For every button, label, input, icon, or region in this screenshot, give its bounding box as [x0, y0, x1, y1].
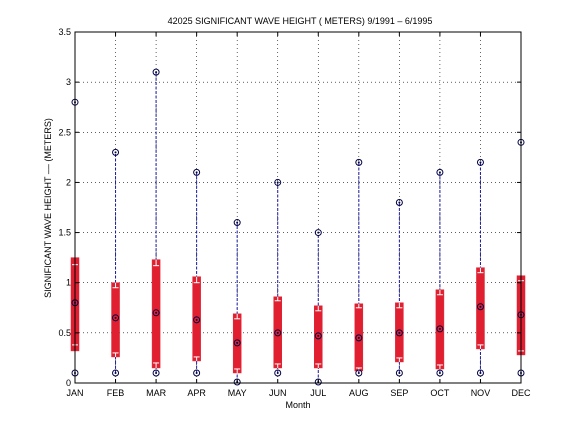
x-tick-label: JUN — [269, 388, 287, 398]
min-marker — [355, 369, 363, 377]
x-tick-label: OCT — [430, 388, 450, 398]
min-marker — [152, 369, 160, 377]
min-marker-dot — [438, 371, 441, 374]
median-marker — [233, 339, 241, 347]
median-marker-dot — [438, 327, 441, 330]
min-marker — [314, 378, 322, 386]
median-marker-dot — [317, 334, 320, 337]
markers — [71, 68, 525, 386]
max-marker — [395, 198, 403, 206]
median-marker — [476, 303, 484, 311]
median-marker-dot — [236, 341, 239, 344]
min-marker — [274, 369, 282, 377]
max-marker — [274, 178, 282, 186]
max-marker — [476, 158, 484, 166]
x-tick-label: AUG — [349, 388, 369, 398]
chart-title: 42025 SIGNIFICANT WAVE HEIGHT ( METERS) … — [168, 16, 433, 26]
max-marker — [355, 158, 363, 166]
x-tick-label: MAR — [146, 388, 167, 398]
max-marker-dot — [317, 231, 320, 234]
max-marker-dot — [479, 161, 482, 164]
min-marker-dot — [479, 371, 482, 374]
plot-area-frame — [74, 31, 522, 384]
y-tick-label: 1 — [66, 278, 71, 288]
max-marker-dot — [398, 201, 401, 204]
max-marker-dot — [438, 171, 441, 174]
max-marker — [436, 168, 444, 176]
median-marker — [112, 314, 120, 322]
median-marker-dot — [479, 305, 482, 308]
median-marker — [152, 309, 160, 317]
median-marker-dot — [114, 316, 117, 319]
median-marker — [274, 329, 282, 337]
y-tick-label: 3 — [66, 77, 71, 87]
y-tick-label: 2.5 — [58, 127, 71, 137]
min-marker-dot — [195, 371, 198, 374]
median-marker — [436, 325, 444, 333]
min-marker — [112, 369, 120, 377]
y-axis-ticks: 0 0.5 1 1.5 2 2.5 3 3.5 — [58, 27, 521, 388]
min-marker — [436, 369, 444, 377]
y-tick-label: 1.5 — [58, 228, 71, 238]
y-axis-label: SIGNIFICANT WAVE HEIGHT –– (METERS) — [43, 118, 53, 298]
min-marker — [193, 369, 201, 377]
y-tick-label: 2 — [66, 177, 71, 187]
y-tick-label: 0 — [66, 378, 71, 388]
grid-lines — [75, 32, 521, 383]
x-axis-ticks: JAN FEB MAR APR MAY JUN JUL AUG SEP OCT NOV DEC — [66, 32, 531, 398]
x-tick-label: NOV — [471, 388, 491, 398]
min-marker-dot — [276, 371, 279, 374]
median-marker — [355, 334, 363, 342]
median-marker — [314, 332, 322, 340]
min-marker-dot — [398, 371, 401, 374]
min-marker-dot — [155, 371, 158, 374]
median-marker — [395, 329, 403, 337]
max-marker — [193, 168, 201, 176]
max-marker-dot — [195, 171, 198, 174]
max-marker — [152, 68, 160, 76]
min-marker — [395, 369, 403, 377]
x-tick-label: FEB — [107, 388, 125, 398]
x-tick-label: MAY — [228, 388, 247, 398]
x-tick-label: JAN — [66, 388, 83, 398]
median-marker — [193, 316, 201, 324]
min-marker — [476, 369, 484, 377]
x-tick-label: APR — [187, 388, 206, 398]
median-marker-dot — [398, 331, 401, 334]
x-tick-label: SEP — [390, 388, 408, 398]
max-marker-dot — [236, 221, 239, 224]
y-tick-label: 3.5 — [58, 27, 71, 37]
median-marker-dot — [195, 318, 198, 321]
max-marker — [314, 229, 322, 237]
min-marker-dot — [114, 371, 117, 374]
max-marker-dot — [114, 151, 117, 154]
median-marker-dot — [155, 311, 158, 314]
max-marker — [112, 148, 120, 156]
max-marker — [233, 219, 241, 227]
boxes — [70, 257, 526, 374]
x-tick-label: JUL — [310, 388, 326, 398]
x-tick-label: DEC — [511, 388, 531, 398]
y-tick-label: 0.5 — [58, 328, 71, 338]
min-marker-dot — [357, 371, 360, 374]
max-marker-dot — [276, 181, 279, 184]
max-marker-dot — [357, 161, 360, 164]
min-marker — [233, 378, 241, 386]
x-axis-label: Month — [285, 400, 310, 410]
max-marker-dot — [155, 71, 158, 74]
median-marker-dot — [276, 331, 279, 334]
whiskers — [74, 72, 522, 382]
median-marker-dot — [357, 336, 360, 339]
